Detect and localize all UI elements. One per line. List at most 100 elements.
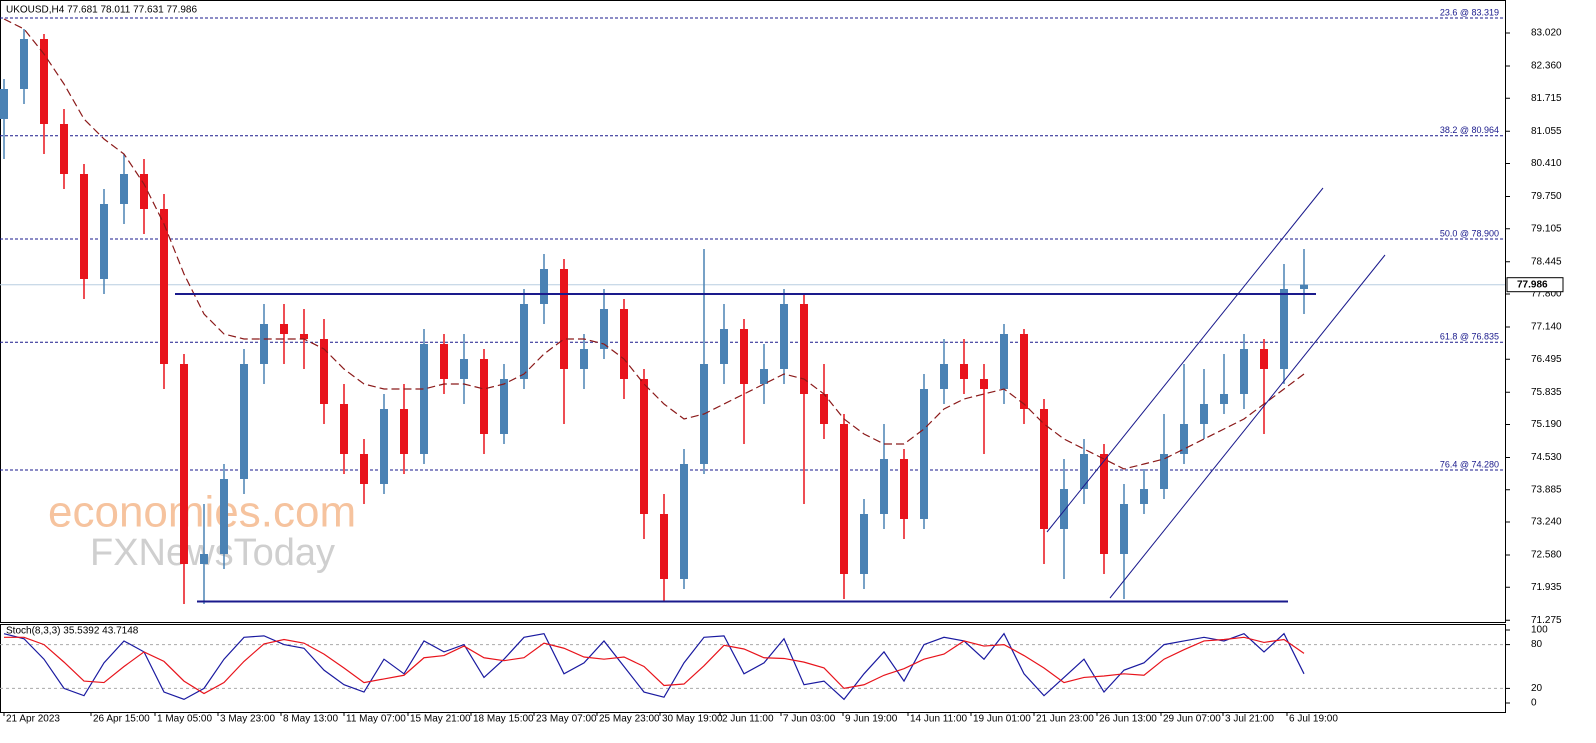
- candle-body: [820, 394, 828, 424]
- fib-label: 61.8 @ 76.835: [1440, 332, 1499, 342]
- candle-body: [860, 514, 868, 574]
- candle-body: [0, 89, 8, 119]
- candle-body: [1300, 284, 1308, 289]
- candle-body: [80, 174, 88, 279]
- stoch-line: [3, 632, 1305, 701]
- candle-body: [300, 334, 308, 339]
- fib-label: 50.0 @ 78.900: [1440, 228, 1499, 238]
- candle-body: [1040, 409, 1048, 529]
- watermark: economies.com: [48, 488, 356, 537]
- fib-label: 38.2 @ 80.964: [1440, 125, 1499, 135]
- chart-title: UKOUSD,H4 77.681 78.011 77.631 77.986: [6, 5, 197, 16]
- y-tick-label: 77.140: [1531, 322, 1562, 333]
- x-tick-label: 14 Jun 11:00: [910, 714, 968, 725]
- candle-body: [960, 364, 968, 379]
- x-tick-label: 9 Jun 19:00: [845, 714, 898, 725]
- y-tick-label: 71.275: [1531, 615, 1562, 626]
- trend-line: [1109, 254, 1386, 599]
- candle-body: [260, 324, 268, 364]
- stoch-line: [4, 636, 1305, 695]
- y-tick-label: 81.055: [1531, 126, 1562, 137]
- y-tick-label: 79.750: [1531, 191, 1562, 202]
- candle-body: [1280, 289, 1288, 369]
- candle-body: [400, 409, 408, 454]
- candle-body: [560, 269, 568, 369]
- y-tick-label: 78.445: [1531, 256, 1562, 267]
- candle-body: [100, 204, 108, 279]
- moving-average: [3, 18, 1305, 470]
- y-tick-label: 100: [1531, 625, 1548, 636]
- candle-body: [660, 514, 668, 579]
- candle-body: [180, 364, 188, 564]
- candle-body: [240, 364, 248, 479]
- candle-body: [760, 369, 768, 384]
- candle-body: [1200, 404, 1208, 424]
- candle-body: [480, 359, 488, 434]
- x-tick-label: 7 Jun 03:00: [783, 714, 836, 725]
- x-tick-label: 1 May 05:00: [157, 714, 212, 725]
- candle-body: [500, 379, 508, 434]
- trend-line: [1046, 187, 1324, 533]
- y-tick-label: 79.105: [1531, 223, 1562, 234]
- y-tick-label: 0: [1531, 698, 1537, 709]
- watermark: FXNewsToday: [90, 532, 335, 574]
- x-tick-label: 2 Jun 11:00: [722, 714, 774, 725]
- x-tick-label: 19 Jun 01:00: [973, 714, 1031, 725]
- candle-body: [580, 349, 588, 369]
- x-tick-label: 15 May 21:00: [410, 714, 471, 725]
- candle-body: [440, 344, 448, 379]
- x-tick-label: 25 May 23:00: [599, 714, 660, 725]
- candle-body: [740, 329, 748, 384]
- candle-body: [60, 124, 68, 174]
- main-panel: [0, 0, 1506, 623]
- candle-body: [1000, 334, 1008, 389]
- candle-body: [600, 309, 608, 349]
- candle-body: [280, 324, 288, 334]
- candle-body: [920, 389, 928, 519]
- candle-body: [900, 459, 908, 519]
- y-tick-label: 73.240: [1531, 517, 1562, 528]
- candle-body: [1180, 424, 1188, 454]
- candle-body: [20, 39, 28, 89]
- candle-body: [420, 344, 428, 454]
- y-tick-label: 71.935: [1531, 582, 1562, 593]
- x-tick-label: 8 May 13:00: [283, 714, 338, 725]
- stoch-panel: [0, 624, 1506, 713]
- y-tick-label: 75.835: [1531, 387, 1562, 398]
- x-tick-label: 6 Jul 19:00: [1289, 714, 1338, 725]
- y-tick-label: 81.715: [1531, 93, 1562, 104]
- candle-body: [800, 304, 808, 394]
- candle-body: [980, 379, 988, 389]
- fib-label: 23.6 @ 83.319: [1440, 7, 1499, 17]
- candle-body: [200, 554, 208, 564]
- y-tick-label: 80: [1531, 639, 1543, 650]
- x-tick-label: 29 Jun 07:00: [1163, 714, 1221, 725]
- candle-body: [220, 479, 228, 554]
- x-tick-label: 3 Jul 21:00: [1225, 714, 1274, 725]
- candle-body: [1020, 334, 1028, 409]
- x-tick-label: 18 May 15:00: [473, 714, 534, 725]
- x-tick-label: 21 Jun 23:00: [1036, 714, 1094, 725]
- candle-body: [1240, 349, 1248, 394]
- candle-body: [520, 304, 528, 379]
- y-tick-label: 82.360: [1531, 61, 1562, 72]
- candle-body: [40, 39, 48, 124]
- candle-body: [840, 424, 848, 574]
- last-price-box: [1506, 277, 1564, 293]
- y-tick-label: 73.885: [1531, 484, 1562, 495]
- x-tick-label: 26 Jun 13:00: [1099, 714, 1157, 725]
- candle-body: [140, 174, 148, 209]
- indicator-title: Stoch(8,3,3) 35.5392 43.7148: [6, 626, 139, 637]
- candle-body: [1120, 504, 1128, 554]
- candle-body: [680, 464, 688, 579]
- candle-body: [1140, 489, 1148, 504]
- x-tick-label: 30 May 19:00: [662, 714, 723, 725]
- y-tick-label: 20: [1531, 683, 1543, 694]
- y-tick-label: 72.580: [1531, 550, 1562, 561]
- candle-body: [620, 309, 628, 379]
- candle-body: [160, 209, 168, 364]
- candle-body: [640, 379, 648, 514]
- candle-body: [720, 329, 728, 364]
- last-price-label: 77.986: [1517, 279, 1548, 290]
